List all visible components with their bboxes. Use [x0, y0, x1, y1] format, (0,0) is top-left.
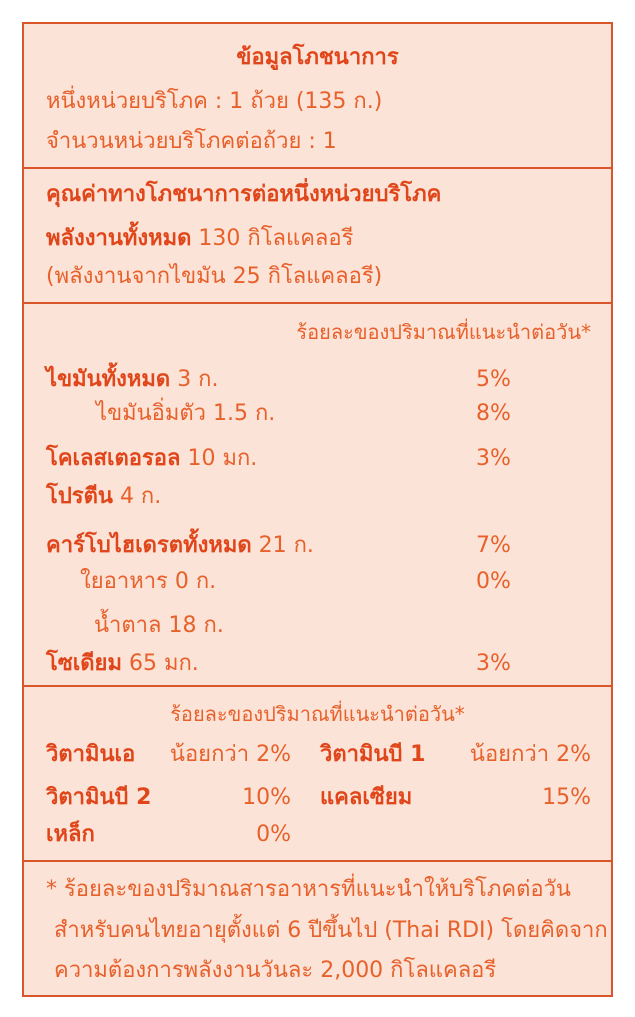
dv-heading: ร้อยละของปริมาณที่แนะนำต่อวัน* — [296, 320, 591, 344]
servings: จำนวนหน่วยบริโภคต่อถ้วย : 1 — [46, 129, 337, 154]
vitamin-name: เหล็ก — [46, 822, 95, 847]
vitamin-value: 10% — [242, 785, 291, 810]
nutrient-row: ไขมันทั้งหมด 3 ก. — [46, 366, 219, 394]
nutrient-amount: 10 มก. — [187, 446, 258, 471]
separator — [24, 167, 611, 169]
title: ข้อมูลโภชนาการ — [236, 45, 399, 70]
nutrient-name: ไขมันอิ่มตัว — [96, 401, 206, 426]
separator — [24, 302, 611, 304]
nutrient-dv: 7% — [476, 533, 511, 558]
nutrient-row: ไขมันอิ่มตัว 1.5 ก. — [96, 400, 275, 428]
energy-fat: (พลังงานจากไขมัน 25 กิโลแคลอรี) — [46, 264, 383, 289]
nutrient-row: ใยอาหาร 0 ก. — [80, 568, 216, 596]
vitamin-value: 15% — [542, 785, 591, 810]
energy-label: พลังงานทั้งหมด — [46, 226, 192, 251]
nutrient-amount: 65 มก. — [128, 651, 199, 676]
nutrient-amount: 21 ก. — [258, 533, 314, 558]
nutrient-amount: 3 ก. — [177, 367, 219, 392]
nutrient-dv: 5% — [476, 367, 511, 392]
nutrient-amount: 1.5 ก. — [213, 401, 276, 426]
vitamin-value: น้อยกว่า 2% — [469, 742, 591, 767]
nutrient-row: น้ำตาล 18 ก. — [94, 612, 224, 640]
nutrient-name: ไขมันทั้งหมด — [46, 367, 171, 392]
vitamin-value: 0% — [256, 822, 291, 847]
nutrient-dv: 3% — [476, 651, 511, 676]
nutrition-label: ข้อมูลโภชนาการ หนึ่งหน่วยบริโภค : 1 ถ้วย… — [22, 22, 613, 997]
nutrient-dv: 8% — [476, 401, 511, 426]
footnote-line: ความต้องการพลังงานวันละ 2,000 กิโลแคลอรี — [54, 958, 497, 983]
energy-heading: คุณค่าทางโภชนาการต่อหนึ่งหน่วยบริโภค — [46, 182, 442, 207]
nutrient-dv: 3% — [476, 446, 511, 471]
nutrient-amount: 18 ก. — [168, 613, 224, 638]
footnote-line: * ร้อยละของปริมาณสารอาหารที่แนะนำให้บริโ… — [46, 877, 571, 902]
nutrient-name: โซเดียม — [46, 651, 122, 676]
energy-value: 130 กิโลแคลอรี — [198, 226, 354, 251]
vitamin-name: แคลเซียม — [320, 785, 413, 810]
vitamin-value: น้อยกว่า 2% — [169, 742, 291, 767]
vitamin-name: วิตามินเอ — [46, 742, 136, 767]
nutrient-dv: 0% — [476, 569, 511, 594]
vitamin-name: วิตามินบี 2 — [46, 785, 152, 810]
nutrient-name: คาร์โบไฮเดรตทั้งหมด — [46, 533, 252, 558]
nutrient-name: น้ำตาล — [94, 613, 162, 638]
separator — [24, 860, 611, 862]
nutrient-name: โปรตีน — [46, 484, 113, 509]
nutrient-row: โซเดียม 65 มก. — [46, 650, 199, 678]
serving-size: หนึ่งหน่วยบริโภค : 1 ถ้วย (135 ก.) — [46, 89, 383, 114]
nutrient-amount: 0 ก. — [174, 569, 217, 594]
nutrient-name: โคเลสเตอรอล — [46, 446, 181, 471]
nutrient-row: โปรตีน 4 ก. — [46, 483, 161, 511]
vitamin-name: วิตามินบี 1 — [320, 742, 426, 767]
nutrient-name: ใยอาหาร — [80, 569, 168, 594]
vitamin-heading: ร้อยละของปริมาณที่แนะนำต่อวัน* — [170, 702, 465, 726]
nutrient-row: คาร์โบไฮเดรตทั้งหมด 21 ก. — [46, 532, 314, 560]
nutrient-amount: 4 ก. — [119, 484, 162, 509]
energy-total: พลังงานทั้งหมด 130 กิโลแคลอรี — [46, 225, 353, 253]
nutrient-row: โคเลสเตอรอล 10 มก. — [46, 445, 257, 473]
footnote-line: สำหรับคนไทยอายุตั้งแต่ 6 ปีขึ้นไป (Thai … — [54, 918, 608, 943]
separator — [24, 685, 611, 687]
